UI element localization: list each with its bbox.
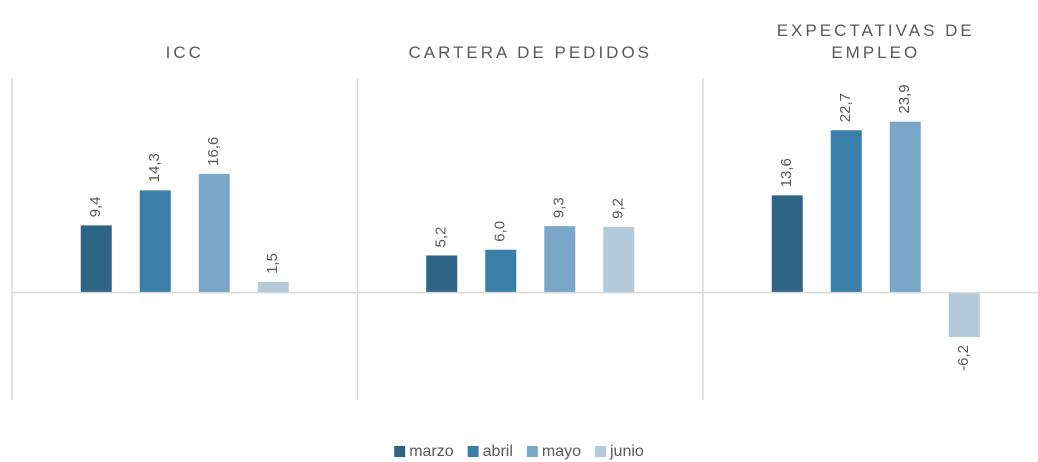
legend-swatch — [394, 446, 406, 457]
category-title: ICC — [165, 43, 204, 62]
bar — [771, 195, 803, 293]
data-label: 14,3 — [146, 153, 163, 182]
bar — [80, 225, 112, 293]
legend-swatch — [526, 446, 538, 457]
data-label: 23,9 — [896, 84, 913, 113]
category-title: CARTERA DE PEDIDOS — [408, 43, 653, 62]
bar — [889, 121, 921, 293]
data-label: 9,2 — [610, 198, 627, 219]
data-label: -6,2 — [955, 345, 972, 371]
bar — [948, 292, 980, 338]
legend-label: marzo — [409, 443, 454, 460]
data-label: 1,5 — [264, 253, 281, 274]
legend-label: junio — [609, 443, 644, 460]
bar — [544, 226, 576, 293]
legend-label: mayo — [542, 443, 581, 460]
bar — [830, 130, 862, 293]
data-label: 22,7 — [837, 93, 854, 122]
bar — [198, 173, 230, 293]
data-label: 9,4 — [87, 197, 104, 218]
data-label: 9,3 — [551, 197, 568, 218]
bar — [426, 255, 458, 293]
data-label: 6,0 — [492, 221, 509, 242]
legend-swatch — [467, 446, 479, 457]
data-label: 16,6 — [205, 137, 222, 166]
bar — [139, 190, 171, 293]
bar — [257, 281, 289, 293]
data-label: 13,6 — [778, 158, 795, 187]
legend: marzo abril mayo junio — [394, 443, 644, 460]
bar — [603, 226, 635, 293]
data-label: 5,2 — [433, 227, 450, 248]
legend-label: abril — [483, 443, 513, 460]
bar — [485, 249, 517, 293]
legend-swatch — [595, 446, 606, 457]
category-title: EXPECTATIVAS DE EMPLEO — [776, 21, 975, 62]
